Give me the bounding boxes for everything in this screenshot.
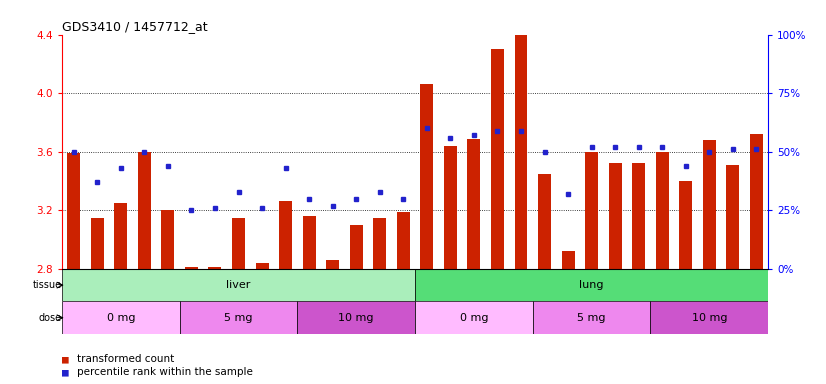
Bar bbox=[297, 301, 415, 334]
Bar bbox=[114, 203, 127, 269]
Text: dose: dose bbox=[39, 313, 62, 323]
Text: liver: liver bbox=[226, 280, 251, 290]
Text: percentile rank within the sample: percentile rank within the sample bbox=[77, 367, 253, 377]
Bar bbox=[62, 269, 415, 301]
Text: 5 mg: 5 mg bbox=[224, 313, 253, 323]
Text: 10 mg: 10 mg bbox=[339, 313, 374, 323]
Text: 5 mg: 5 mg bbox=[577, 313, 606, 323]
Bar bbox=[420, 84, 434, 269]
Bar bbox=[326, 260, 339, 269]
Bar bbox=[349, 225, 363, 269]
Bar bbox=[679, 181, 692, 269]
Bar bbox=[703, 140, 716, 269]
Bar bbox=[562, 251, 575, 269]
Text: GDS3410 / 1457712_at: GDS3410 / 1457712_at bbox=[62, 20, 207, 33]
Bar bbox=[255, 263, 268, 269]
Bar bbox=[208, 267, 221, 269]
Bar bbox=[632, 164, 645, 269]
Bar bbox=[651, 301, 768, 334]
Bar bbox=[67, 153, 80, 269]
Bar bbox=[538, 174, 551, 269]
Bar bbox=[750, 134, 763, 269]
Bar bbox=[444, 146, 457, 269]
Bar bbox=[609, 164, 622, 269]
Bar bbox=[373, 218, 387, 269]
Bar bbox=[585, 152, 598, 269]
Bar bbox=[726, 165, 739, 269]
Text: 0 mg: 0 mg bbox=[107, 313, 135, 323]
Bar bbox=[533, 301, 651, 334]
Bar bbox=[491, 49, 504, 269]
Text: tissue: tissue bbox=[33, 280, 62, 290]
Bar bbox=[302, 216, 316, 269]
Bar bbox=[91, 218, 104, 269]
Bar bbox=[396, 212, 410, 269]
Text: 10 mg: 10 mg bbox=[691, 313, 727, 323]
Text: lung: lung bbox=[579, 280, 604, 290]
Bar bbox=[656, 152, 669, 269]
Bar bbox=[161, 210, 174, 269]
Bar bbox=[279, 202, 292, 269]
Bar bbox=[415, 269, 768, 301]
Bar bbox=[185, 267, 198, 269]
Bar bbox=[180, 301, 297, 334]
Text: 0 mg: 0 mg bbox=[459, 313, 488, 323]
Text: ■: ■ bbox=[62, 367, 75, 377]
Bar bbox=[515, 35, 528, 269]
Bar bbox=[468, 139, 481, 269]
Bar bbox=[232, 218, 245, 269]
Text: transformed count: transformed count bbox=[77, 354, 174, 364]
Bar bbox=[138, 152, 151, 269]
Bar bbox=[415, 301, 533, 334]
Bar bbox=[62, 301, 180, 334]
Text: ■: ■ bbox=[62, 354, 75, 364]
